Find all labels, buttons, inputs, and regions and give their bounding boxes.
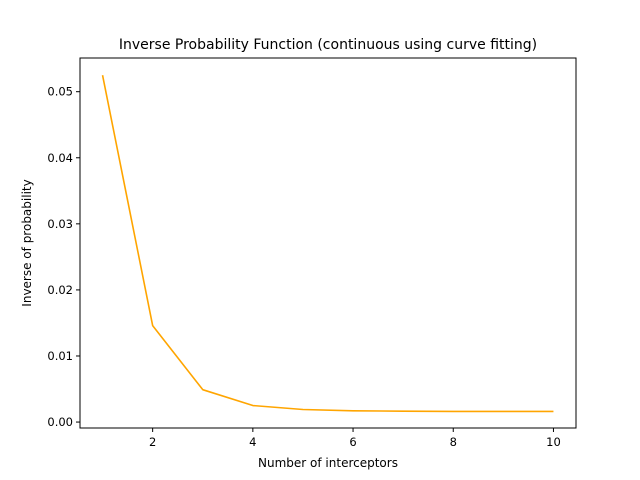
chart-title: Inverse Probability Function (continuous… bbox=[119, 37, 537, 53]
y-tick-label: 0.00 bbox=[47, 415, 73, 429]
y-axis-ticks: 0.00 0.01 0.02 0.03 0.04 0.05 bbox=[47, 85, 80, 429]
y-tick-label: 0.03 bbox=[47, 217, 73, 231]
x-tick-label: 10 bbox=[546, 435, 561, 449]
x-axis-label: Number of interceptors bbox=[258, 456, 398, 470]
series-layer bbox=[101, 75, 554, 413]
x-tick-label: 8 bbox=[450, 435, 457, 449]
series-line-0 bbox=[101, 75, 554, 413]
x-tick-label: 6 bbox=[349, 435, 356, 449]
y-tick-label: 0.01 bbox=[47, 349, 73, 363]
y-tick-label: 0.04 bbox=[47, 151, 73, 165]
x-tick-label: 4 bbox=[249, 435, 256, 449]
y-axis-label: Inverse of probability bbox=[20, 179, 34, 306]
x-tick-label: 2 bbox=[149, 435, 156, 449]
x-axis-ticks: 2 4 6 8 10 bbox=[149, 428, 561, 449]
y-tick-label: 0.05 bbox=[47, 85, 73, 99]
plot-frame bbox=[79, 57, 577, 429]
y-tick-label: 0.02 bbox=[47, 283, 73, 297]
plot-area-background bbox=[80, 58, 576, 428]
